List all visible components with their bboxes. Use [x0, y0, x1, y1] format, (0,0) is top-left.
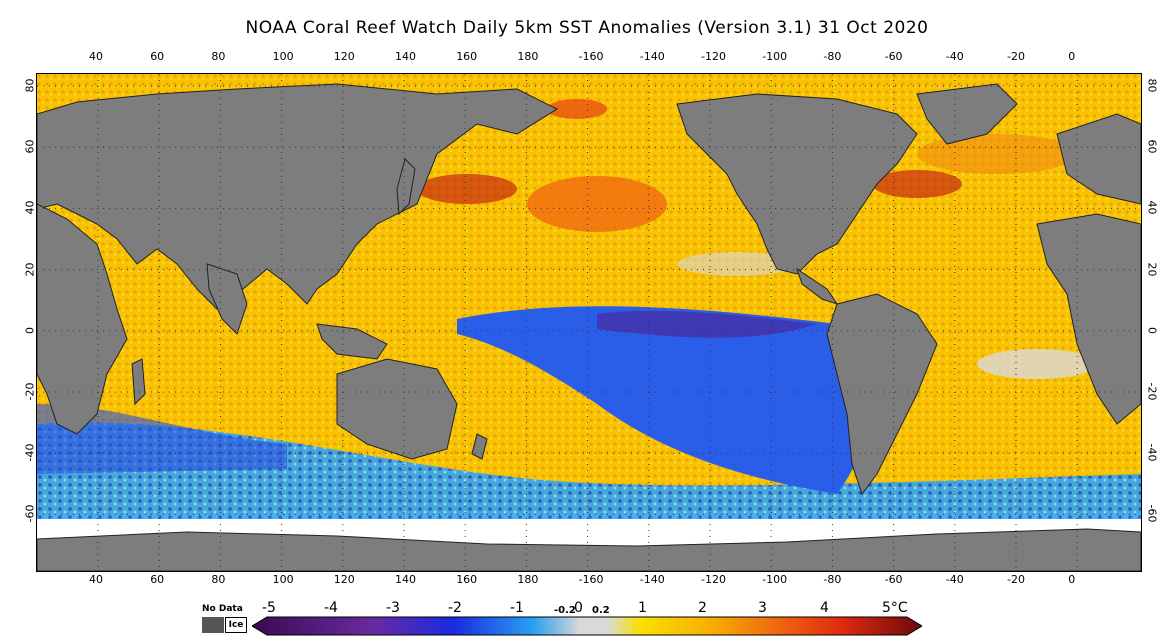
top-longitude-tick: -120 [701, 50, 726, 63]
arctic-warm-patch [547, 99, 607, 119]
southern-ocean-cool-band [37, 422, 1141, 519]
bottom-longitude-tick: 100 [272, 573, 294, 586]
legend-label: -4 [324, 600, 338, 616]
la-nina-cold-tongue [457, 306, 877, 494]
top-longitude-tick: 100 [272, 50, 294, 63]
bottom-longitude-tick: -60 [884, 573, 903, 586]
legend-label: -5 [262, 600, 276, 616]
land-indonesia [316, 323, 388, 360]
neutral-patch-pacific [677, 252, 797, 276]
latitude-tick-right: 60 [1145, 139, 1159, 154]
land-eurasia [37, 83, 559, 310]
latitude-tick-right: 20 [1145, 262, 1159, 277]
top-longitude-tick: 0 [1068, 50, 1076, 63]
top-longitude-tick: 120 [333, 50, 355, 63]
legend-label: -1 [510, 600, 524, 616]
bottom-longitude-tick: 180 [517, 573, 539, 586]
land-japan [396, 158, 416, 216]
indian-ocean-cool-band [37, 404, 287, 474]
latitude-tick-right: 40 [1145, 200, 1159, 215]
land-africa [37, 203, 128, 435]
land-europe-east [1056, 113, 1141, 205]
neutral-patch-atlantic [977, 349, 1097, 379]
top-longitude-tick: -20 [1007, 50, 1025, 63]
legend-label: 5°C [882, 600, 908, 616]
legend-label: 2 [698, 600, 707, 616]
graticule [37, 74, 1141, 571]
latitude-tick-left: 0 [23, 326, 37, 334]
latitude-tick-right: 0 [1145, 326, 1159, 334]
top-longitude-tick: -140 [639, 50, 665, 63]
bottom-longitude-tick: -20 [1007, 573, 1025, 586]
land-india [206, 263, 248, 335]
top-longitude-tick: 180 [517, 50, 539, 63]
land-north-america [676, 93, 918, 275]
top-longitude-tick: -40 [945, 50, 964, 63]
color-legend: No Data Ice -5 -4 -3 -2 -1 -0.2 0 0.2 1 2 3 4 5°C [202, 600, 922, 640]
latitude-tick-left: -20 [23, 382, 37, 401]
kuroshio-hot-patch [417, 174, 517, 204]
bottom-longitude-tick: 0 [1068, 573, 1076, 586]
legend-label: 0 [574, 600, 583, 616]
north-pacific-warm-blob [527, 176, 667, 232]
map-canvas [37, 74, 1141, 571]
latitude-tick-left: 20 [23, 262, 37, 277]
ice-swatch: Ice [225, 617, 247, 633]
bottom-longitude-tick: 140 [395, 573, 416, 586]
bottom-longitude-tick: -140 [639, 573, 665, 586]
bottom-longitude-tick: 120 [333, 573, 355, 586]
land-greenland [916, 83, 1018, 145]
bottom-longitude-tick: -100 [762, 573, 788, 586]
bottom-longitude-tick: -120 [701, 573, 726, 586]
land-madagascar [131, 358, 146, 406]
legend-colorbar [252, 616, 922, 636]
top-longitude-tick: 60 [150, 50, 165, 63]
sst-anomaly-map [36, 73, 1142, 572]
legend-label: -2 [448, 600, 462, 616]
bottom-longitude-tick: 160 [456, 573, 478, 586]
latitude-tick-right: -20 [1145, 382, 1159, 401]
legend-gradient-bar [252, 616, 922, 636]
land-central-america [796, 267, 839, 305]
no-data-label: No Data [202, 604, 243, 614]
latitude-tick-left: 80 [23, 78, 37, 93]
top-longitude-tick: 140 [395, 50, 416, 63]
land-south-america [826, 293, 938, 496]
top-longitude-tick: -60 [884, 50, 903, 63]
top-longitude-tick: -100 [762, 50, 788, 63]
bottom-longitude-tick: -40 [945, 573, 964, 586]
top-longitude-tick: -80 [823, 50, 842, 63]
latitude-tick-right: -60 [1145, 504, 1159, 523]
legend-label: 1 [638, 600, 647, 616]
cold-tongue-core [597, 310, 817, 338]
latitude-tick-left: -60 [23, 504, 37, 523]
bottom-longitude-tick: -80 [823, 573, 842, 586]
top-longitude-tick: 40 [89, 50, 103, 63]
north-atlantic-warm-patch [917, 134, 1077, 174]
top-longitude-tick: 160 [456, 50, 478, 63]
legend-label: 0.2 [592, 605, 610, 616]
bottom-longitude-tick: 80 [211, 573, 226, 586]
bottom-longitude-tick: 40 [89, 573, 103, 586]
bottom-longitude-tick: 60 [150, 573, 165, 586]
latitude-tick-left: 60 [23, 139, 37, 154]
land-africa-east [1036, 213, 1141, 425]
legend-label: 3 [758, 600, 767, 616]
latitude-tick-right: -40 [1145, 443, 1159, 462]
latitude-tick-left: 40 [23, 200, 37, 215]
legend-label: -3 [386, 600, 400, 616]
gulf-stream-hot-patch [872, 170, 962, 198]
latitude-tick-right: 80 [1145, 78, 1159, 93]
legend-label: -0.2 [554, 605, 576, 616]
no-data-swatch [202, 617, 224, 633]
top-longitude-tick: 80 [211, 50, 226, 63]
map-title: NOAA Coral Reef Watch Daily 5km SST Anom… [245, 18, 929, 38]
latitude-tick-left: -40 [23, 443, 37, 462]
bottom-longitude-tick: -160 [578, 573, 604, 586]
legend-label: 4 [820, 600, 829, 616]
land-antarctica [37, 528, 1141, 571]
top-longitude-tick: -160 [578, 50, 604, 63]
